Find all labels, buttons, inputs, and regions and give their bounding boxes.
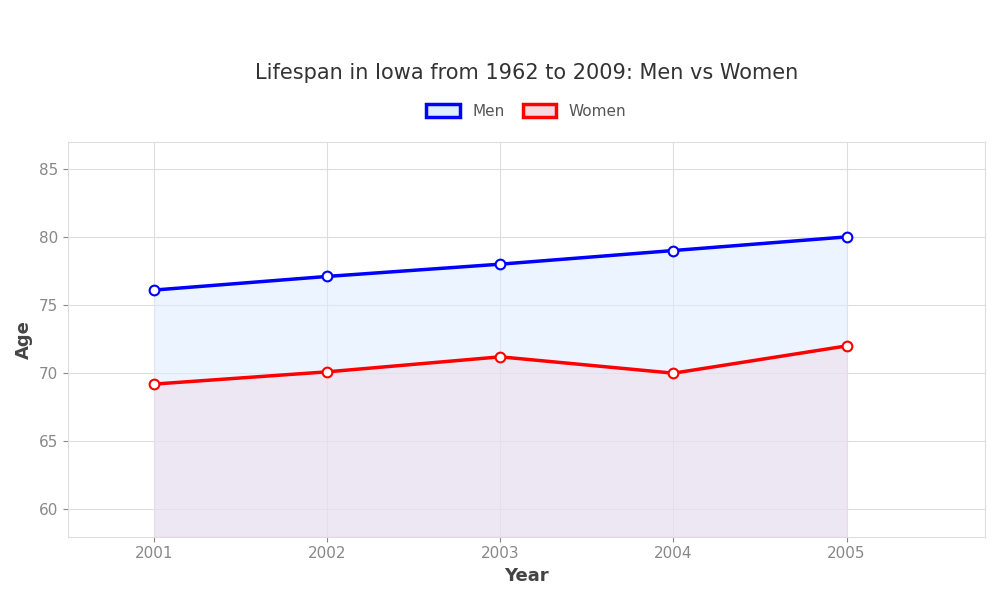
Men xyxy=(321,273,333,280)
Men xyxy=(494,260,506,268)
Men xyxy=(667,247,679,254)
Line: Men: Men xyxy=(149,232,851,295)
Women xyxy=(667,370,679,377)
Line: Women: Women xyxy=(149,341,851,389)
Y-axis label: Age: Age xyxy=(15,320,33,359)
Women xyxy=(148,380,160,388)
Men xyxy=(841,233,853,241)
Women xyxy=(841,343,853,350)
X-axis label: Year: Year xyxy=(504,567,549,585)
Title: Lifespan in Iowa from 1962 to 2009: Men vs Women: Lifespan in Iowa from 1962 to 2009: Men … xyxy=(255,63,798,83)
Women xyxy=(494,353,506,361)
Men xyxy=(148,286,160,293)
Legend: Men, Women: Men, Women xyxy=(420,98,632,125)
Women xyxy=(321,368,333,376)
